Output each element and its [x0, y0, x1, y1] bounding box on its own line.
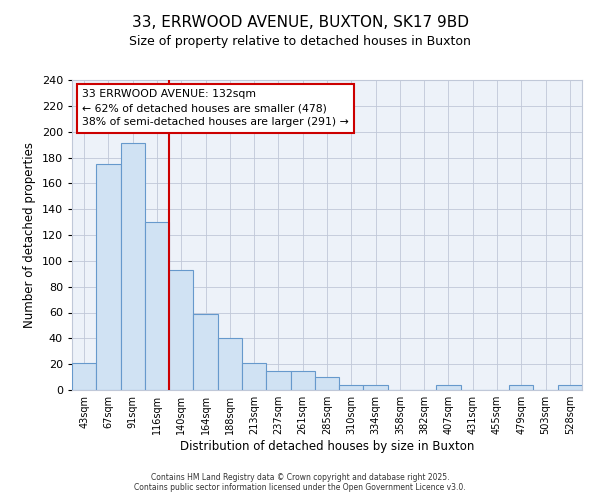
Bar: [436, 385, 461, 390]
Bar: [290, 370, 315, 390]
Bar: [364, 385, 388, 390]
Bar: [169, 270, 193, 390]
Y-axis label: Number of detached properties: Number of detached properties: [23, 142, 36, 328]
X-axis label: Distribution of detached houses by size in Buxton: Distribution of detached houses by size …: [180, 440, 474, 453]
Bar: [266, 370, 290, 390]
Bar: [242, 363, 266, 390]
Bar: [218, 338, 242, 390]
Bar: [96, 164, 121, 390]
Bar: [315, 377, 339, 390]
Bar: [121, 144, 145, 390]
Text: Size of property relative to detached houses in Buxton: Size of property relative to detached ho…: [129, 35, 471, 48]
Bar: [72, 363, 96, 390]
Text: 33 ERRWOOD AVENUE: 132sqm
← 62% of detached houses are smaller (478)
38% of semi: 33 ERRWOOD AVENUE: 132sqm ← 62% of detac…: [82, 90, 349, 128]
Bar: [558, 385, 582, 390]
Text: Contains HM Land Registry data © Crown copyright and database right 2025.
Contai: Contains HM Land Registry data © Crown c…: [134, 473, 466, 492]
Bar: [339, 385, 364, 390]
Text: 33, ERRWOOD AVENUE, BUXTON, SK17 9BD: 33, ERRWOOD AVENUE, BUXTON, SK17 9BD: [131, 15, 469, 30]
Bar: [509, 385, 533, 390]
Bar: [193, 314, 218, 390]
Bar: [145, 222, 169, 390]
